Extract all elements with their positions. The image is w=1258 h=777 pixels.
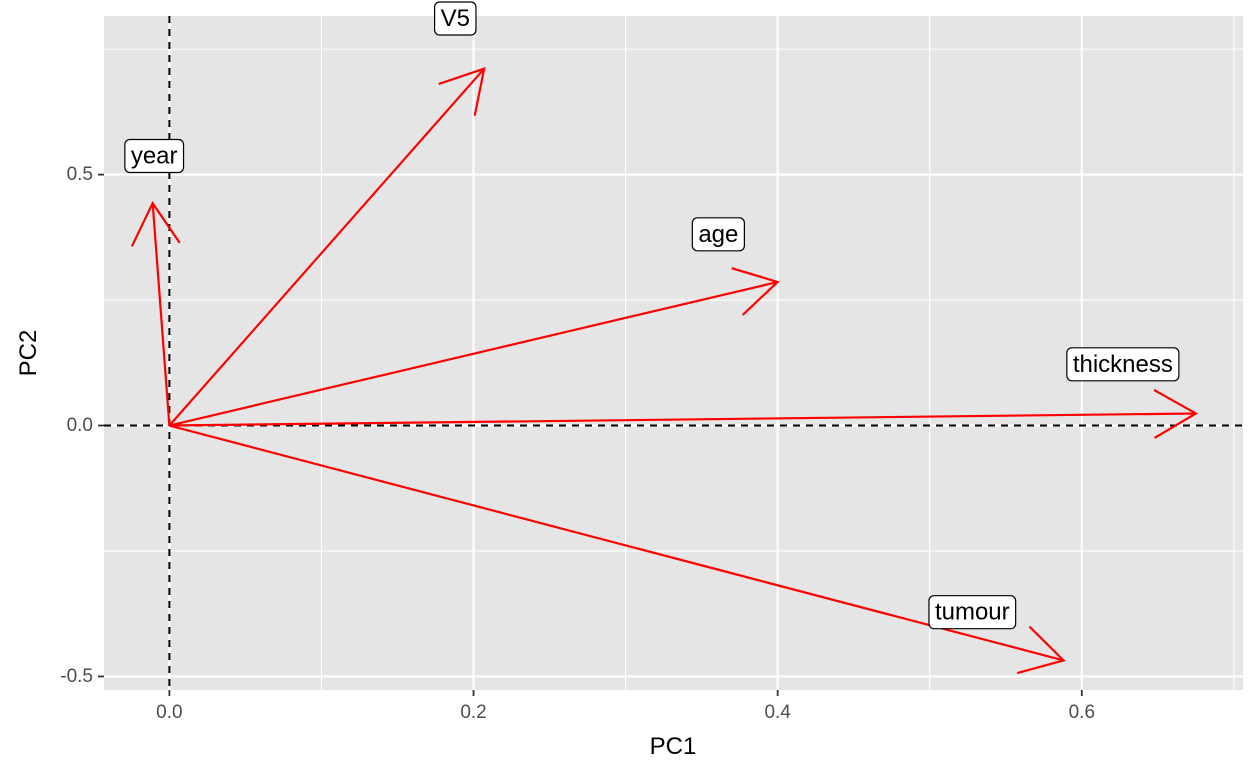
reference-lines	[104, 16, 1243, 690]
plot-panel	[104, 16, 1243, 690]
arrowhead-tumour	[1016, 625, 1066, 675]
x-tick-label: 0.0	[156, 702, 182, 723]
x-tick-label: 0.2	[460, 702, 486, 723]
variable-labels: V5 year age thickness tumour	[124, 1, 1180, 630]
label-box	[928, 595, 1017, 630]
label-text: tumour	[935, 599, 1010, 626]
label-year: year	[124, 138, 185, 174]
label-age: age	[691, 217, 745, 252]
y-tick-label: 0.0	[67, 415, 93, 436]
x-axis-title: PC1	[650, 733, 697, 760]
label-box	[124, 138, 185, 174]
x-tick-label: 0.4	[764, 702, 791, 723]
loading-arrows	[130, 67, 1199, 675]
label-text: thickness	[1073, 351, 1173, 378]
label-box	[1066, 347, 1180, 382]
y-axis: -0.5 0.0 0.5	[60, 164, 104, 687]
label-thickness: thickness	[1066, 347, 1180, 382]
label-V5: V5	[434, 1, 477, 36]
label-text: age	[698, 221, 738, 248]
arrow-V5	[168, 67, 485, 427]
x-tick-label: 0.6	[1069, 702, 1095, 723]
y-tick-label: 0.5	[67, 164, 93, 185]
x-axis: 0.0 0.2 0.4 0.6	[156, 690, 1095, 723]
arrowhead-thickness	[1153, 389, 1199, 439]
label-tumour: tumour	[928, 595, 1017, 630]
arrow-age	[169, 280, 778, 427]
arrowhead-age	[731, 267, 780, 316]
arrow-tumour	[169, 424, 1064, 662]
label-box	[434, 1, 477, 36]
arrowhead-year	[130, 201, 181, 247]
arrowhead-V5	[438, 67, 486, 116]
minor-gridlines	[104, 16, 1243, 690]
label-text: V5	[441, 5, 470, 32]
label-box	[691, 217, 745, 252]
arrow-thickness	[169, 412, 1196, 427]
y-tick-label: -0.5	[60, 666, 93, 687]
y-axis-title: PC2	[15, 330, 42, 377]
arrow-year	[151, 203, 171, 426]
label-text: year	[131, 143, 178, 170]
